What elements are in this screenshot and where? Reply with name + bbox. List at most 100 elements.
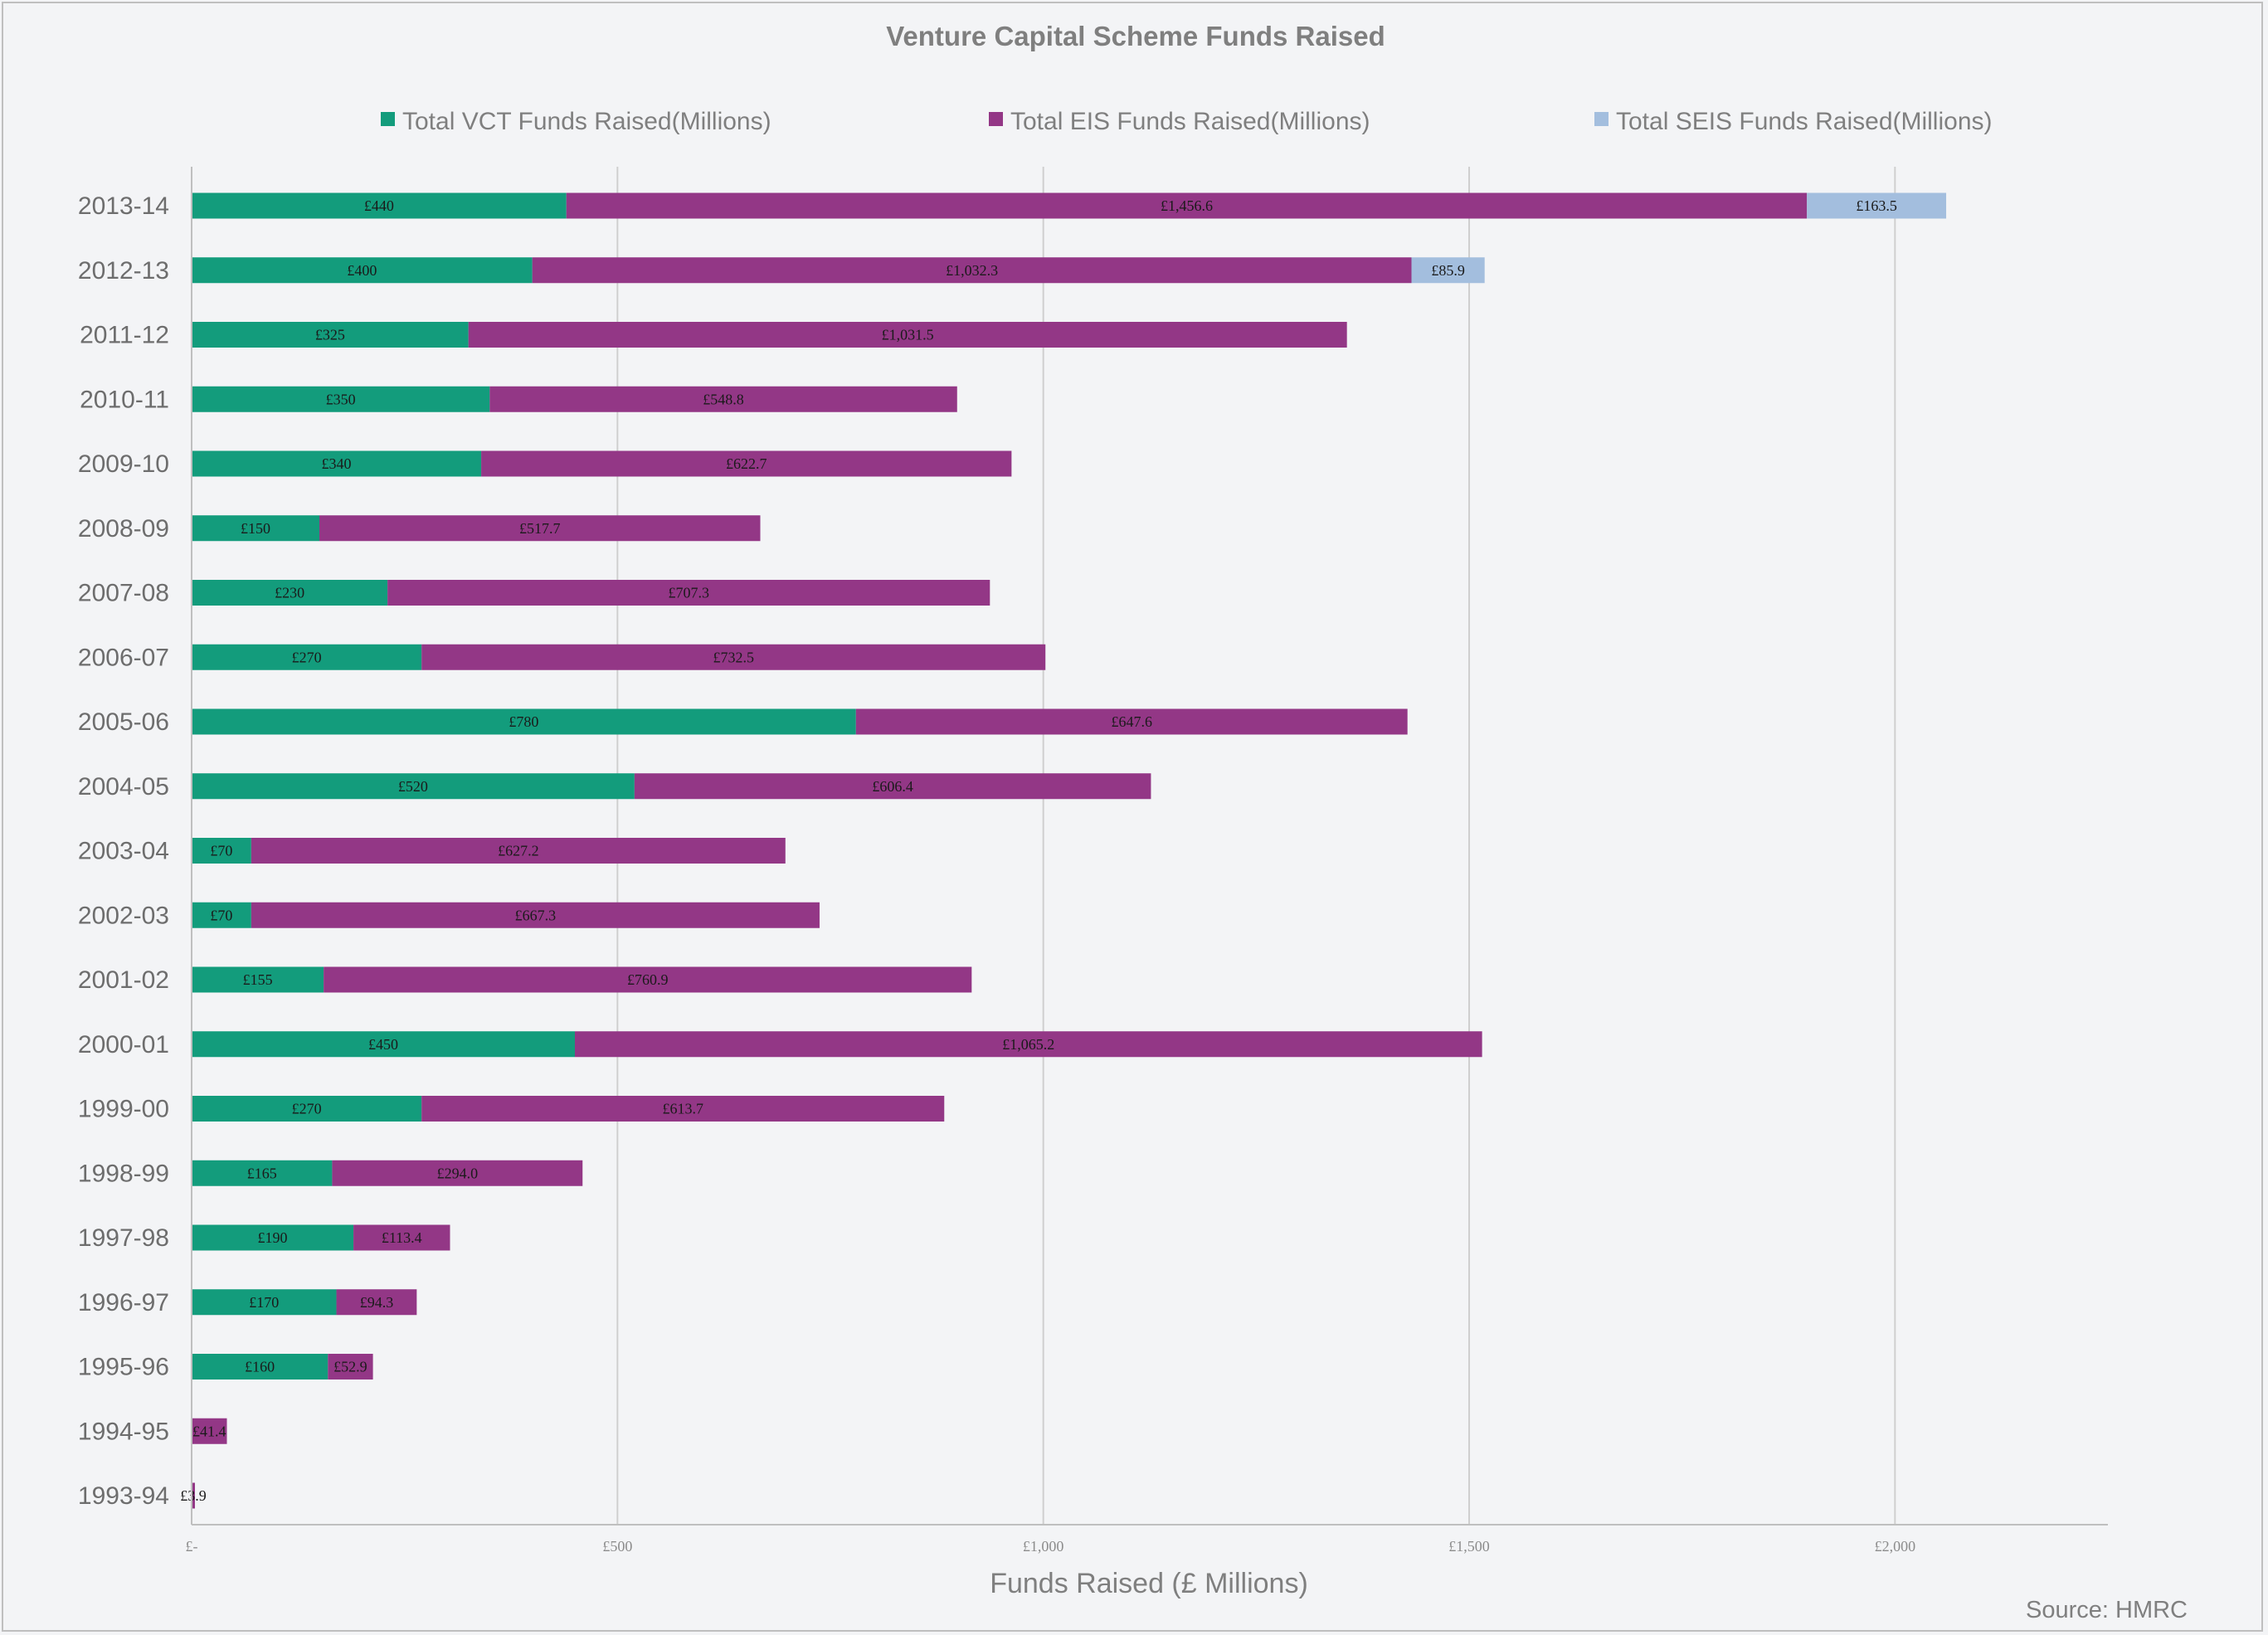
data-label: £622.7 [726,455,767,472]
category-label: 1996-97 [78,1289,169,1316]
bar-segment [192,1418,227,1444]
data-label: £3.9 [180,1487,207,1504]
data-label: £325 [315,327,345,343]
legend-label: Total SEIS Funds Raised(Millions) [1616,108,1993,135]
chart-title: Venture Capital Scheme Funds Raised [886,21,1385,51]
legend-label: Total VCT Funds Raised(Millions) [402,108,771,135]
bar-segment [421,644,1046,670]
legend-swatch [1594,112,1609,126]
bar-segment [192,966,324,993]
category-label: 2005-06 [78,708,169,736]
bar-segment [251,838,786,864]
data-label: £606.4 [872,778,913,795]
data-label: £270 [292,649,322,665]
data-label: £70 [210,843,232,859]
data-label: £400 [347,262,377,279]
bar-segment [336,1289,417,1316]
bar-segment [192,838,251,864]
legend-swatch [989,112,1003,126]
data-label: £230 [275,585,304,601]
bar-segment [332,1160,583,1186]
data-label: £707.3 [668,585,709,601]
data-label: £780 [509,713,538,730]
category-label: 2006-07 [78,644,169,671]
category-label: 2008-09 [78,515,169,543]
bar-segment [192,1289,337,1316]
data-label: £340 [322,455,352,472]
data-label: £85.9 [1431,262,1465,279]
x-axis-title: Funds Raised (£ Millions) [990,1568,1308,1599]
data-label: £94.3 [360,1294,394,1311]
bar-segment [192,257,533,284]
data-label: £1,456.6 [1161,197,1213,214]
data-label: £113.4 [382,1229,422,1246]
bar-segment [634,773,1151,800]
bar-segment [192,450,482,477]
category-label: 2010-11 [80,386,169,413]
chart-svg: Venture Capital Scheme Funds Raised Tota… [78,21,2188,1623]
bar-segment [192,192,567,219]
category-label: 2007-08 [78,580,169,607]
x-tick-label: £500 [602,1538,632,1555]
x-tick-label: £- [186,1538,198,1555]
bar-segment [481,450,1012,477]
category-label: 1999-00 [78,1096,169,1123]
data-label: £613.7 [662,1101,703,1117]
bar-segment [192,644,422,670]
data-label: £732.5 [713,649,754,665]
data-label: £667.3 [515,907,557,923]
bar-segment [1411,257,1485,284]
data-label: £760.9 [627,971,669,988]
bar-segment [192,1354,329,1380]
x-tick-label: £1,500 [1448,1538,1490,1555]
bar-segment [251,902,820,928]
bar-segment [192,1160,333,1186]
data-label: £70 [210,907,232,923]
category-label: 2003-04 [78,838,169,865]
bar-segment [566,192,1808,219]
source-note: Source: HMRC [2026,1597,2188,1623]
bar-segment [328,1354,373,1380]
legend: Total VCT Funds Raised(Millions) Total EI… [381,108,1993,135]
category-label: 1998-99 [78,1160,169,1187]
bar-segment [468,322,1347,348]
data-label: £548.8 [703,391,744,407]
data-label: £350 [326,391,356,407]
category-label: 2012-13 [78,257,169,285]
bar-segment [192,1482,196,1509]
bar-segment [192,515,319,542]
data-label: £190 [258,1229,288,1246]
data-label: £294.0 [437,1165,479,1181]
data-label: £627.2 [498,843,539,859]
bar-segment [387,580,990,606]
legend-label: Total EIS Funds Raised(Millions) [1010,108,1370,135]
data-label: £170 [249,1294,279,1311]
bar-segment [353,1224,450,1251]
bar-segment [192,1224,354,1251]
bar-segment [192,322,469,348]
category-label: 2009-10 [78,450,169,478]
bar-segment [192,1031,575,1058]
data-label: £150 [241,520,270,537]
data-label: £160 [245,1359,275,1375]
category-label: 1994-95 [78,1418,169,1445]
data-label: £450 [368,1036,398,1053]
bar-segment [192,708,856,735]
axes: £- £500 £1,000 £1,500 £2,000 2013-14 2012-13 20… [78,167,2108,1555]
data-label: £165 [247,1165,277,1181]
data-label: £517.7 [519,520,561,537]
bar-segment [855,708,1408,735]
data-label: £520 [398,778,428,795]
category-label: 1993-94 [78,1482,169,1510]
category-label: 2013-14 [78,192,169,220]
bar-segment [192,580,388,606]
category-label: 2000-01 [78,1031,169,1058]
data-label: £647.6 [1111,713,1152,730]
x-tick-label: £1,000 [1023,1538,1064,1555]
bar-segment [575,1031,1482,1058]
bar-segment [192,773,635,800]
bar-segment [421,1096,945,1122]
bar-segment [1807,192,1947,219]
bar-segment [532,257,1412,284]
data-label: £270 [292,1101,322,1117]
